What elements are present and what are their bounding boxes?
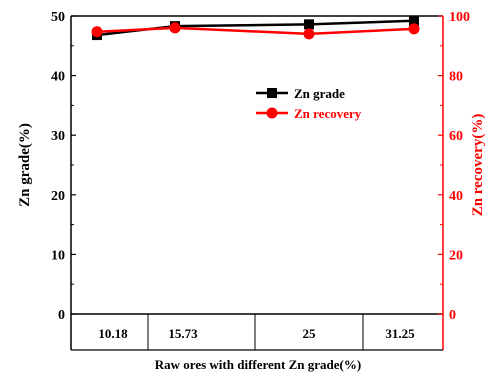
left-tick-label: 50 [51, 10, 65, 25]
legend-square-marker [267, 88, 277, 98]
legend-label: Zn recovery [294, 106, 362, 121]
right-tick-label: 100 [449, 10, 470, 25]
left-tick-label: 20 [51, 189, 65, 204]
series-group [91, 15, 420, 41]
x-category-label: 15.73 [168, 326, 198, 341]
right-tick-label: 60 [449, 129, 463, 144]
zn-recovery-point [408, 23, 420, 35]
right-tick-label: 40 [449, 189, 463, 204]
left-tick-label: 0 [58, 308, 65, 323]
legend-label: Zn grade [294, 86, 345, 101]
zn-recovery-point [169, 22, 181, 34]
zn-grade-point [304, 19, 314, 30]
x-category-label: 31.25 [385, 326, 415, 341]
legend-circle-marker [266, 107, 278, 119]
right-tick-label: 0 [449, 308, 456, 323]
left-axis-title: Zn grade(%) [17, 123, 33, 207]
right-tick-label: 20 [449, 248, 463, 263]
zn-grade-point [409, 15, 419, 26]
zn-recovery-point [91, 26, 103, 38]
series-line-zn-grade [96, 19, 415, 37]
right-y-axis: 0 20 40 60 80 100 [438, 10, 470, 323]
x-axis-title: Raw ores with different Zn grade(%) [155, 357, 361, 372]
left-tick-label: 10 [51, 248, 65, 263]
series-line-zn-recovery [96, 26, 415, 36]
legend: Zn grade Zn recovery [256, 86, 362, 121]
x-category-label: 10.18 [98, 326, 128, 341]
right-tick-label: 80 [449, 70, 463, 85]
left-tick-label: 30 [51, 129, 65, 144]
left-tick-label: 40 [51, 70, 65, 85]
plot-frame [70, 15, 444, 351]
zn-recovery-point [303, 28, 315, 40]
x-axis: 10.18 15.73 25 31.25 [98, 314, 415, 350]
left-y-axis: 0 10 20 30 40 50 [51, 10, 76, 323]
right-axis-title: Zn recovery(%) [470, 114, 486, 217]
x-category-label: 25 [303, 326, 317, 341]
